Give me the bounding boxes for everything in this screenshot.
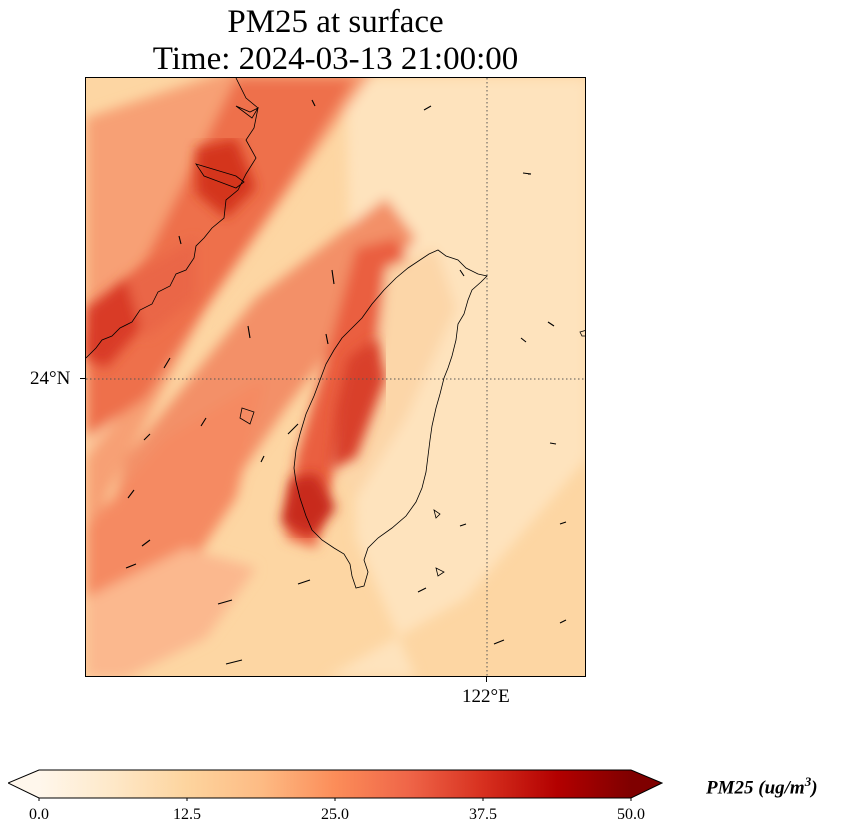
wind-vector-20 — [217, 599, 233, 605]
wind-vector-18 — [125, 563, 137, 569]
colorbar-tick-0: 0.0 — [29, 806, 49, 823]
colorbar-extend-max — [631, 770, 662, 798]
wind-vectors — [125, 99, 567, 665]
band-southwest-fade — [86, 548, 256, 676]
wind-vector-22 — [459, 523, 467, 527]
hotspot-taichung — [331, 338, 386, 468]
wind-vector-12 — [143, 433, 151, 441]
wind-vector-6 — [325, 333, 329, 345]
band-red-north — [86, 78, 356, 438]
band-orange-west — [86, 78, 369, 598]
colorbar — [8, 769, 663, 801]
wind-vector-14 — [260, 455, 265, 463]
wind-vector-0 — [423, 105, 432, 111]
wind-vector-10 — [163, 357, 171, 369]
lon-tick-mark — [486, 677, 487, 682]
wind-vector-21 — [417, 587, 427, 593]
colorbar-extend-min — [8, 770, 39, 798]
wind-vector-15 — [127, 489, 135, 499]
colorbar-gradient — [39, 770, 631, 798]
band-inland-light — [336, 248, 456, 498]
wind-vector-23 — [559, 521, 567, 525]
fujian-islands — [195, 105, 445, 577]
pm25-field-map — [86, 78, 585, 676]
wind-vector-16 — [549, 442, 557, 445]
colorbar-title: PM25 (ug/m3) — [706, 774, 818, 799]
wind-vector-17 — [141, 539, 151, 547]
lat-label: 24°N — [30, 368, 71, 389]
hotspot-strait-mid — [126, 238, 196, 338]
wind-vector-3 — [178, 235, 182, 245]
title-line-1: PM25 at surface — [227, 4, 444, 40]
wind-vector-24 — [493, 639, 505, 645]
offshore-island-east — [579, 330, 585, 337]
colorbar-tick-1: 12.5 — [173, 806, 201, 823]
colorbar-tick-2: 25.0 — [321, 806, 349, 823]
wind-vector-13 — [287, 423, 299, 435]
pm25-hotspots — [86, 138, 386, 538]
colorbar-title-exp: 3 — [804, 774, 812, 789]
colorbar-title-main: PM25 (ug/m — [706, 777, 805, 799]
wind-vector-5 — [247, 325, 251, 339]
fujian-coastline — [86, 78, 259, 359]
map-title: PM25 at surface Time: 2024-03-13 21:00:0… — [85, 4, 586, 78]
taiwan-coastline — [293, 249, 488, 589]
title-line-2: Time: 2024-03-13 21:00:00 — [152, 41, 519, 77]
hotspot-fujian-south — [86, 278, 141, 368]
wind-vector-26 — [225, 659, 243, 665]
hotspot-fujian-north — [196, 138, 256, 218]
wind-vector-25 — [559, 619, 567, 624]
wind-vector-1 — [311, 99, 316, 107]
lon-label: 122°E — [462, 686, 510, 707]
wind-vector-19 — [297, 579, 311, 585]
wind-vector-7 — [459, 269, 465, 277]
map-panel[interactable] — [85, 77, 586, 677]
colorbar-tick-3: 37.5 — [469, 806, 497, 823]
wind-vector-8 — [547, 321, 555, 327]
coastlines — [86, 78, 585, 589]
band-south-plume — [86, 378, 266, 618]
wind-vector-4 — [331, 269, 335, 285]
colorbar-tick-4: 50.0 — [617, 806, 645, 823]
colorbar-title-end: ) — [811, 777, 818, 799]
wind-vector-9 — [520, 337, 527, 343]
wind-vector-11 — [200, 417, 207, 427]
lat-tick-mark — [80, 378, 85, 379]
hotspot-chiayi — [281, 473, 336, 538]
